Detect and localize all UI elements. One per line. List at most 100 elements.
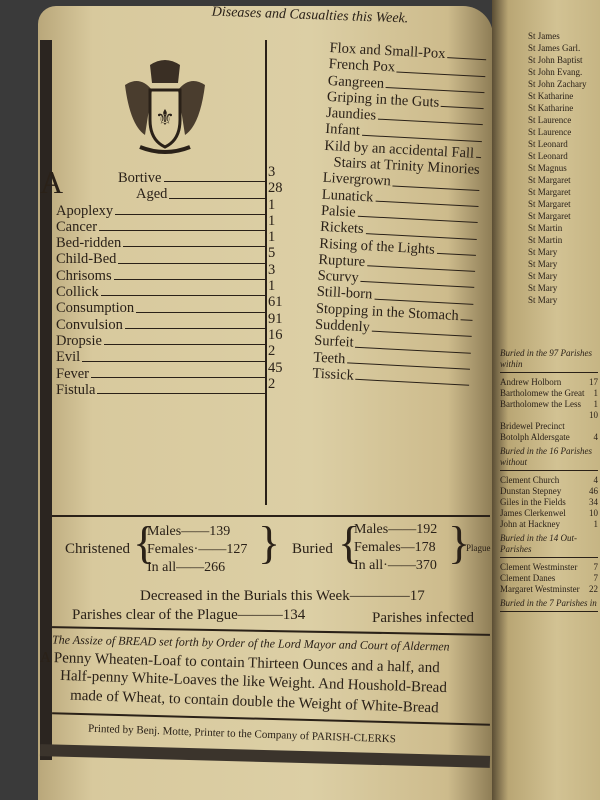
disease-count: 1 xyxy=(268,196,276,213)
parish-name: St Martin xyxy=(528,223,563,233)
leader-line xyxy=(97,393,265,395)
divider-line xyxy=(52,515,490,517)
disease-row: Apoplexy xyxy=(56,203,268,219)
disease-row: Convulsion xyxy=(56,317,268,333)
parish-row: Andrew Holborn 17 xyxy=(500,377,598,388)
disease-counts: 3 28 1 1 1 5 3 1 61 91 16 2 45 2 xyxy=(268,164,283,392)
parish-count: 1 xyxy=(593,519,599,529)
disease-name: Fever xyxy=(56,365,90,382)
parish-count: 7 xyxy=(593,573,599,583)
parish-name: St Leonard xyxy=(528,151,568,161)
brace: { xyxy=(338,517,361,568)
disease-name: Palsie xyxy=(320,202,357,221)
parish-count: 46 xyxy=(589,486,598,496)
disease-row: Bed-ridden xyxy=(56,235,268,251)
buried-females: 178 xyxy=(414,540,436,555)
disease-row: Collick xyxy=(56,284,268,300)
disease-row: Child-Bed xyxy=(56,251,268,267)
parish-count: 17 xyxy=(589,377,598,387)
decreased-burials: Decreased in the Burials this Week————17 xyxy=(140,588,425,604)
right-page xyxy=(492,0,600,800)
leader-line xyxy=(163,181,265,183)
parish-row: Bartholomew the Less 1 xyxy=(500,399,598,410)
column-divider xyxy=(265,40,267,505)
parish-name: St John Evang. xyxy=(528,67,583,77)
parish-count: 22 xyxy=(589,584,598,594)
parish-name: St Katharine xyxy=(528,103,574,113)
parish-name: St Mary xyxy=(528,259,558,269)
females-label: Females xyxy=(147,542,194,557)
parish-row: 10 xyxy=(500,410,598,421)
parish-name: St Margaret xyxy=(528,199,571,209)
disease-name: Dropsie xyxy=(56,332,102,349)
christened-males: 139 xyxy=(209,524,231,539)
leader-line xyxy=(475,156,482,159)
disease-row: Fever xyxy=(56,366,268,382)
page-border xyxy=(40,40,52,760)
parish-row: Giles in the Fields 34 xyxy=(500,497,598,508)
disease-count: 1 xyxy=(268,278,276,295)
parish-name: Dunstan Stepney xyxy=(500,486,562,496)
disease-row: Consumption xyxy=(56,300,268,316)
all-label: In all xyxy=(354,558,384,573)
disease-count: 28 xyxy=(268,180,283,197)
parish-name: Andrew Holborn xyxy=(500,377,562,387)
parish-name: St James Garl. xyxy=(528,43,581,53)
parish-name: Clement Church xyxy=(500,475,560,485)
disease-list-left: A Bortive Aged Apoplexy Cancer Bed-ridden Chi… xyxy=(40,166,268,398)
leader-line xyxy=(103,344,265,346)
disease-count: 45 xyxy=(268,359,283,376)
right-page-totals: Buried in the 97 Parishes within Andrew H… xyxy=(500,345,598,616)
buried-label: Buried xyxy=(292,541,333,557)
disease-count: 2 xyxy=(268,343,276,360)
parish-row: Margaret Westminster 22 xyxy=(500,584,598,595)
initial-letter: A xyxy=(40,164,64,200)
leader-line xyxy=(82,360,265,362)
leader-line xyxy=(100,295,265,297)
disease-name: Apoplexy xyxy=(56,202,114,219)
parish-row: James Clerkenwel 10 xyxy=(500,508,598,519)
disease-count: 2 xyxy=(268,375,276,392)
parish-name: St Martin xyxy=(528,235,563,245)
parish-name: St John Zachary xyxy=(528,79,587,89)
disease-name: Chrisoms xyxy=(56,267,112,284)
parish-name: James Clerkenwel xyxy=(500,508,566,518)
disease-name: Collick xyxy=(56,284,99,301)
disease-list-right: Flox and Small-Pox French Pox Gangreen Grip… xyxy=(312,40,490,390)
parish-row: John at Hackney 1 xyxy=(500,519,598,530)
parish-name: St James xyxy=(528,31,560,41)
parish-name: St Margaret xyxy=(528,187,571,197)
parish-name: Clement Westminster xyxy=(500,562,578,572)
disease-name: Tissick xyxy=(312,365,355,384)
parish-name: St Mary xyxy=(528,271,558,281)
christened-all: 266 xyxy=(204,560,226,575)
decreased-value: 17 xyxy=(409,588,425,604)
right-total: Buried in the 7 Parishes in xyxy=(500,598,598,612)
right-page-parish-list: St James St James Garl. St John Baptist St … xyxy=(528,30,598,306)
brace: } xyxy=(258,517,281,568)
leader-line xyxy=(123,246,265,248)
disease-row: Aged xyxy=(56,186,268,202)
females-label: Females xyxy=(354,540,401,555)
parish-name: Clement Danes xyxy=(500,573,556,583)
leader-line xyxy=(447,57,487,61)
parish-name: St Mary xyxy=(528,295,558,305)
parish-name: St Katharine xyxy=(528,91,574,101)
disease-count: 5 xyxy=(268,245,276,262)
all-label: In all xyxy=(147,560,177,575)
leader-line xyxy=(124,327,265,329)
leader-line xyxy=(91,376,265,378)
disease-name: Aged xyxy=(136,186,168,203)
parish-row: Clement Westminster 7 xyxy=(500,562,598,573)
parish-name: Bartholomew the Great xyxy=(500,388,585,398)
disease-name: Fistula xyxy=(56,381,96,398)
disease-name: Child-Bed xyxy=(56,251,117,268)
leader-line xyxy=(436,252,476,256)
disease-row: Bortive xyxy=(56,170,268,186)
parish-name: Botolph Aldersgate xyxy=(500,432,570,442)
leader-line xyxy=(460,319,473,321)
disease-row: Fistula xyxy=(56,382,268,398)
parishes-clear: Parishes clear of the Plague———134 xyxy=(72,607,306,623)
disease-count: 91 xyxy=(268,310,283,327)
svg-text:⚜: ⚜ xyxy=(155,105,175,130)
